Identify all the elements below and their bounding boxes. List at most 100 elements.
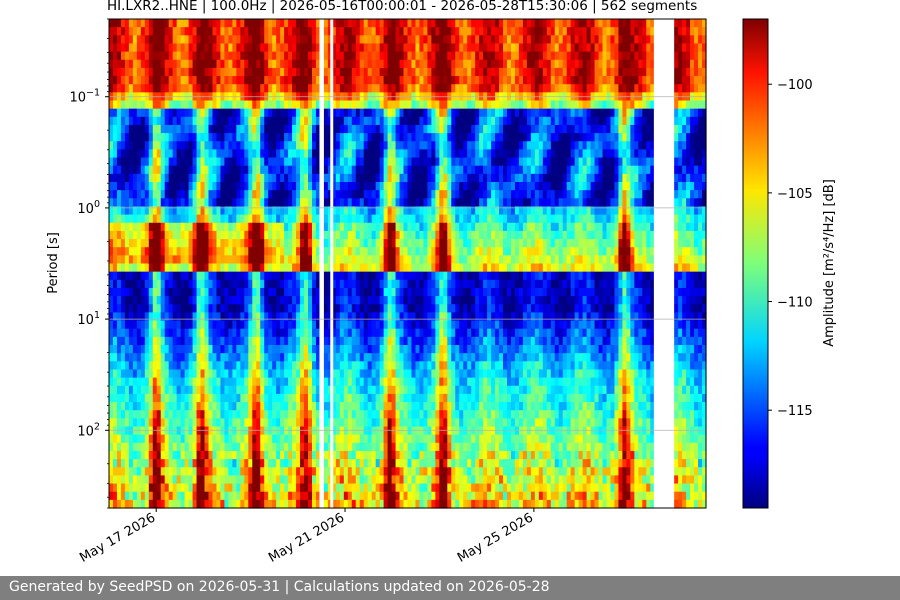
heatmap-cell [236, 410, 241, 419]
heatmap-cell [236, 271, 241, 281]
heatmap-cell [300, 402, 305, 411]
heatmap-cell [204, 328, 210, 338]
heatmap-cell [300, 296, 305, 305]
heatmap-cell [172, 320, 178, 330]
heatmap-cell [204, 76, 210, 85]
heatmap-cell [268, 328, 273, 338]
heatmap-cell [244, 100, 249, 110]
heatmap-cell [236, 263, 241, 273]
heatmap-cell [228, 214, 233, 224]
heatmap-cell [323, 222, 329, 232]
heatmap-cell [140, 361, 146, 371]
heatmap-cell [411, 426, 417, 436]
heatmap-cell [280, 84, 285, 93]
heatmap-cell [351, 206, 357, 216]
heatmap-cell [152, 206, 158, 216]
heatmap-cell [351, 353, 357, 362]
heatmap-cell [136, 190, 142, 199]
heatmap-cell [296, 35, 301, 45]
heatmap-cell [164, 255, 170, 265]
heatmap-cell [331, 459, 337, 468]
heatmap-cell [164, 100, 170, 110]
heatmap-cell [240, 149, 245, 159]
heatmap-cell [371, 377, 377, 387]
heatmap-cell [315, 239, 321, 248]
heatmap-cell [232, 124, 237, 134]
heatmap-cell [339, 385, 345, 395]
heatmap-cell [415, 410, 421, 419]
heatmap-cell [331, 27, 337, 36]
heatmap-cell [276, 133, 281, 142]
heatmap-cell [423, 336, 428, 346]
heatmap-cell [204, 426, 210, 436]
heatmap-cell [164, 157, 170, 167]
heatmap-cell [288, 182, 293, 191]
heatmap-cell [311, 361, 317, 371]
heatmap-cell [160, 27, 166, 36]
heatmap-cell [311, 434, 317, 444]
heatmap-cell [419, 182, 425, 191]
heatmap-cell [315, 410, 321, 419]
heatmap-cell [156, 133, 162, 142]
heatmap-cell [327, 296, 333, 305]
heatmap-cell [224, 410, 229, 419]
heatmap-cell [367, 345, 373, 354]
heatmap-cell [427, 320, 432, 330]
heatmap-cell [315, 214, 321, 224]
heatmap-cell [204, 27, 210, 36]
heatmap-cell [148, 345, 154, 354]
heatmap-cell [204, 247, 210, 256]
heatmap-cell [128, 450, 134, 460]
heatmap-cell [164, 499, 170, 509]
heatmap-cell [276, 442, 281, 452]
heatmap-cell [208, 296, 214, 305]
heatmap-cell [180, 393, 186, 403]
heatmap-cell [160, 426, 166, 436]
heatmap-cell [427, 361, 432, 371]
heatmap-cell [236, 51, 241, 61]
heatmap-cell [311, 230, 317, 240]
heatmap-cell [363, 198, 369, 208]
heatmap-cell [272, 402, 277, 411]
heatmap-cell [132, 499, 138, 509]
heatmap-cell [399, 43, 405, 53]
heatmap-cell [120, 141, 126, 150]
heatmap-cell [244, 230, 249, 240]
heatmap-cell [268, 35, 273, 45]
heatmap-cell [343, 157, 349, 167]
heatmap-cell [371, 100, 377, 110]
heatmap-cell [184, 149, 190, 159]
heatmap-cell [411, 214, 417, 224]
heatmap-cell [403, 361, 409, 371]
heatmap-cell [212, 499, 218, 509]
heatmap-cell [144, 182, 150, 191]
heatmap-cell [343, 173, 349, 183]
heatmap-cell [331, 304, 337, 313]
heatmap-cell [116, 141, 122, 150]
heatmap-cell [248, 108, 253, 118]
heatmap-cell [140, 116, 146, 126]
heatmap-cell [168, 157, 174, 167]
heatmap-cell [383, 467, 389, 476]
heatmap-cell [276, 296, 281, 305]
heatmap-cell [176, 35, 182, 45]
heatmap-cell [220, 434, 226, 444]
heatmap-cell [144, 304, 150, 313]
heatmap-cell [152, 410, 158, 419]
heatmap-cell [236, 157, 241, 167]
heatmap-cell [120, 190, 126, 199]
heatmap-cell [407, 287, 413, 297]
heatmap-cell [272, 206, 277, 216]
heatmap-cell [176, 27, 182, 36]
heatmap-cell [427, 353, 432, 362]
heatmap-cell [192, 165, 198, 175]
heatmap-cell [176, 320, 182, 330]
heatmap-cell [375, 84, 381, 93]
heatmap-cell [407, 312, 413, 322]
heatmap-cell [403, 51, 409, 61]
heatmap-cell [363, 287, 369, 297]
heatmap-cell [387, 467, 393, 476]
heatmap-cell [272, 483, 277, 493]
heatmap-cell [363, 182, 369, 191]
heatmap-cell [240, 328, 245, 338]
